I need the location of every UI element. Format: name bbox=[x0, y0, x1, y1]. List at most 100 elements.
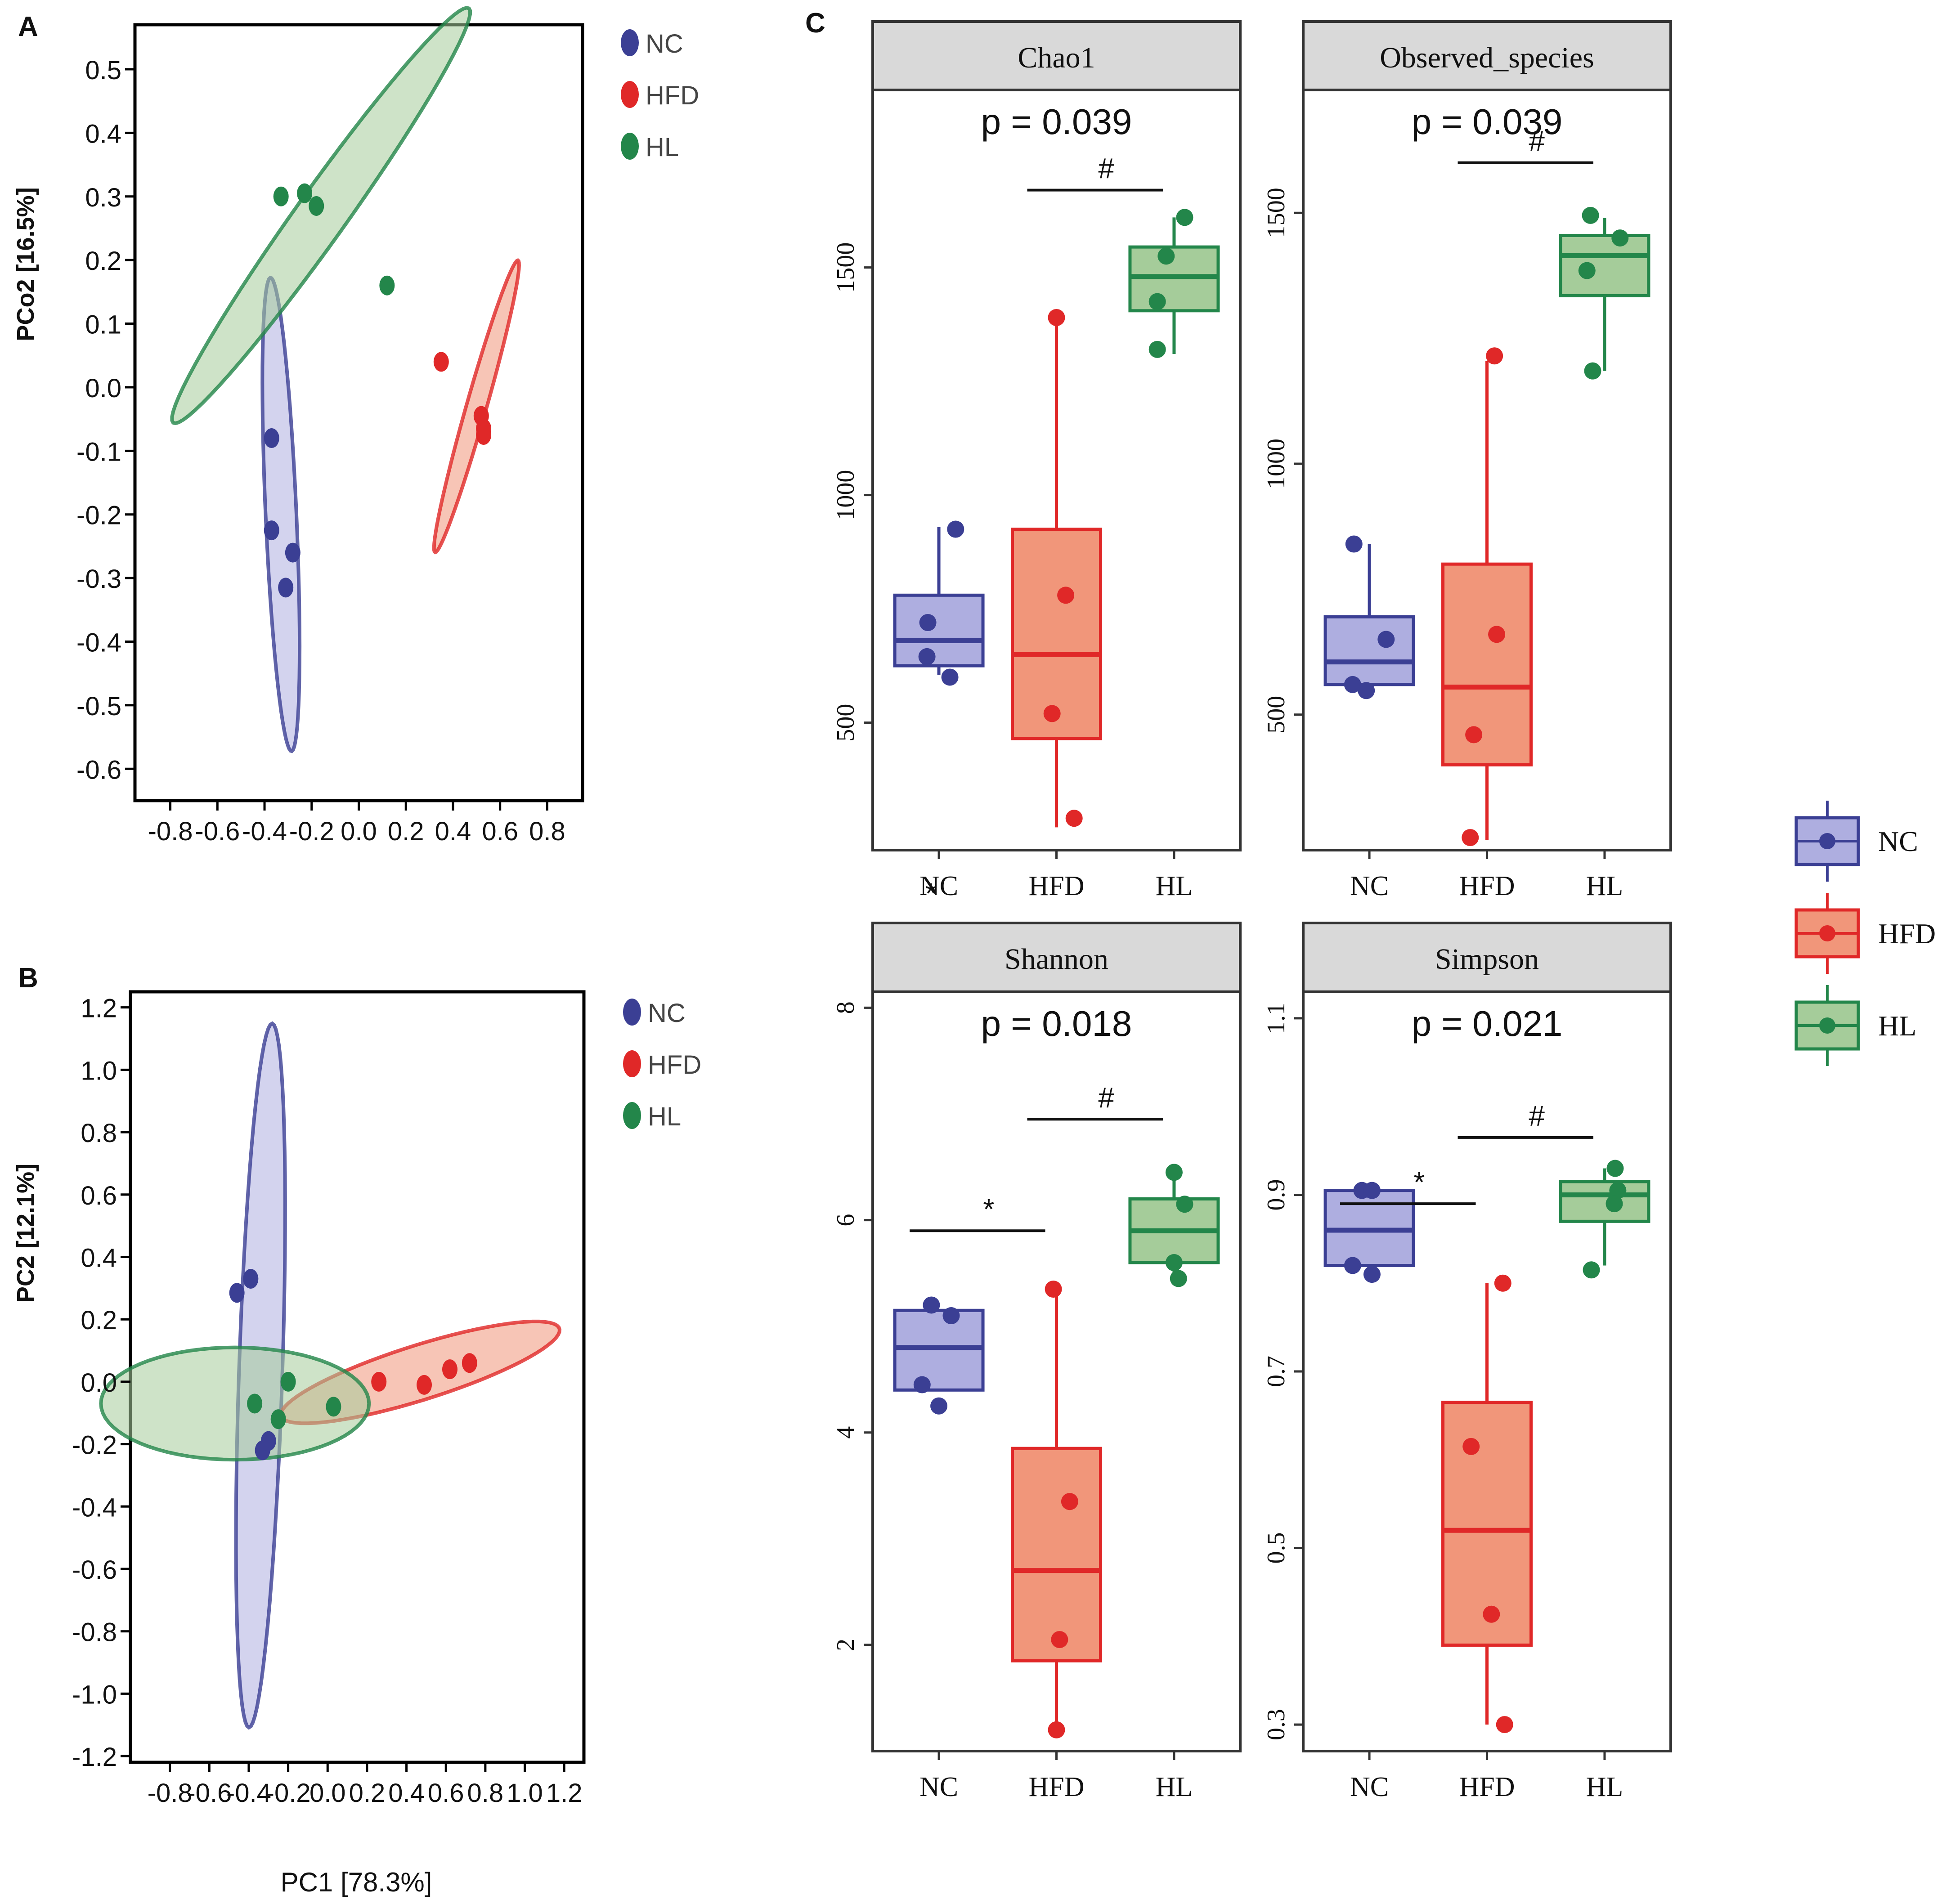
x-tick-label: -0.4 bbox=[242, 817, 287, 846]
significance-label: # bbox=[1098, 1081, 1114, 1114]
data-point-hfd bbox=[1494, 1274, 1511, 1292]
data-point-hl bbox=[273, 186, 289, 206]
data-point-hfd bbox=[417, 1375, 432, 1395]
y-tick-label: 0.5 bbox=[1262, 1532, 1290, 1564]
data-point-hfd bbox=[1483, 1605, 1500, 1623]
x-tick-label: 0.6 bbox=[482, 817, 518, 846]
y-tick-label: 0.5 bbox=[85, 56, 121, 85]
significance-label: * bbox=[983, 1193, 994, 1225]
box-iqr bbox=[1559, 1180, 1650, 1223]
y-tick-label: -0.1 bbox=[76, 437, 121, 466]
data-point-hfd bbox=[1496, 1716, 1513, 1734]
facet-title: Shannon bbox=[1005, 943, 1108, 976]
facet-title: Chao1 bbox=[1018, 41, 1095, 74]
data-point-hfd bbox=[1462, 829, 1479, 847]
confidence-ellipse-hfd bbox=[432, 258, 521, 555]
data-point-hfd bbox=[1488, 626, 1506, 643]
legend-dot bbox=[1819, 833, 1835, 849]
x-tick-label: 0.2 bbox=[349, 1779, 386, 1808]
data-point-hl bbox=[1157, 247, 1175, 265]
x-tick-label: HFD bbox=[1028, 1772, 1084, 1802]
data-point-hl bbox=[1170, 1270, 1187, 1287]
data-point-nc bbox=[1358, 682, 1375, 699]
data-point-hl bbox=[1584, 362, 1601, 380]
p-value: p = 0.021 bbox=[1412, 1004, 1563, 1044]
y-tick-label: -0.6 bbox=[76, 755, 121, 784]
legend-label-hfd: HFD bbox=[648, 1050, 701, 1080]
x-tick-label: 1.0 bbox=[507, 1779, 543, 1808]
x-tick-label: -0.4 bbox=[226, 1779, 271, 1808]
x-tick-label: 0.2 bbox=[388, 817, 424, 846]
data-point-hfd bbox=[476, 425, 492, 445]
legend-key-hfd bbox=[1794, 893, 1860, 974]
box-iqr bbox=[1441, 1401, 1533, 1647]
box-iqr bbox=[1011, 528, 1102, 740]
y-tick-label: 1500 bbox=[832, 242, 860, 293]
data-point-nc bbox=[1377, 631, 1395, 648]
y-tick-label: 1500 bbox=[1262, 188, 1290, 238]
data-point-hl bbox=[1165, 1254, 1183, 1272]
box-hl bbox=[1559, 218, 1650, 371]
y-tick-label: -0.2 bbox=[76, 501, 121, 530]
box-iqr bbox=[1011, 1447, 1102, 1662]
data-point-nc bbox=[1363, 1182, 1381, 1199]
legend-marker-hfd bbox=[623, 1050, 641, 1077]
p-value: p = 0.018 bbox=[981, 1004, 1132, 1044]
y-tick-label: 4 bbox=[832, 1426, 860, 1439]
box-nc bbox=[893, 1308, 985, 1392]
x-tick-label: HFD bbox=[1459, 1772, 1515, 1802]
y-tick-label: 1.0 bbox=[81, 1056, 117, 1085]
box-nc bbox=[893, 527, 985, 675]
data-point-hfd bbox=[1043, 705, 1061, 722]
y-tick-label: 0.9 bbox=[1262, 1179, 1290, 1210]
data-point-hfd bbox=[462, 1353, 477, 1373]
x-tick-label: -0.6 bbox=[195, 817, 240, 846]
box-iqr bbox=[1323, 615, 1415, 686]
data-point-nc bbox=[264, 428, 279, 448]
y-tick-label: 0.3 bbox=[1262, 1709, 1290, 1740]
y-tick-label: 1000 bbox=[1262, 439, 1290, 489]
y-axis-title: PC2 [12.1%] bbox=[12, 1164, 39, 1303]
data-point-nc bbox=[260, 1431, 276, 1451]
y-tick-label: 0.2 bbox=[81, 1306, 117, 1335]
panel-label: B bbox=[18, 963, 38, 994]
x-tick-label: -0.2 bbox=[266, 1779, 311, 1808]
data-point-hl bbox=[1578, 262, 1596, 279]
data-point-hfd bbox=[1048, 309, 1065, 326]
panel-a-pcoa: A 0.5 0.4 0.3 0.2 0.1 0.0 -0.1 -0.2 -0.3 -0.4 -0.5 -… bbox=[12, 6, 699, 846]
data-point-nc bbox=[243, 1269, 259, 1289]
data-point-nc bbox=[264, 520, 279, 541]
x-tick-label: 0.8 bbox=[467, 1779, 504, 1808]
data-point-nc bbox=[919, 614, 937, 632]
legend-key-nc bbox=[1794, 801, 1860, 882]
legend-marker-hfd bbox=[621, 81, 639, 108]
data-point-hl bbox=[1582, 206, 1599, 224]
y-tick-label: 0.0 bbox=[81, 1368, 117, 1398]
box-hfd bbox=[1441, 1283, 1533, 1725]
data-point-hl bbox=[1611, 229, 1629, 247]
confidence-ellipse-nc bbox=[260, 275, 302, 753]
data-point-nc bbox=[1363, 1266, 1381, 1283]
data-point-nc bbox=[278, 578, 294, 598]
data-point-hfd bbox=[371, 1371, 387, 1392]
legend-label-hfd: HFD bbox=[646, 81, 699, 110]
data-point-hfd bbox=[1045, 1281, 1062, 1298]
y-tick-label: 2 bbox=[832, 1639, 860, 1651]
x-tick-label: 0.0 bbox=[309, 1779, 346, 1808]
x-tick-label: -0.8 bbox=[148, 817, 193, 846]
data-point-nc bbox=[229, 1283, 245, 1303]
data-point-hl bbox=[1606, 1160, 1624, 1177]
data-point-hl bbox=[1176, 1196, 1193, 1213]
y-tick-label: 0.1 bbox=[85, 310, 121, 340]
box-hfd bbox=[1011, 317, 1102, 828]
y-tick-label: 6 bbox=[832, 1214, 860, 1227]
p-value: p = 0.039 bbox=[1412, 102, 1563, 142]
x-tick-label: 0.8 bbox=[529, 817, 565, 846]
panel-c-legend: NC HFD HL bbox=[1794, 801, 1936, 1066]
box-hfd bbox=[1441, 361, 1533, 840]
y-tick-label: -1.2 bbox=[72, 1743, 117, 1772]
y-tick-label: 0.3 bbox=[85, 183, 121, 212]
data-point-hl bbox=[1165, 1164, 1183, 1181]
y-tick-label: 0.7 bbox=[1262, 1356, 1290, 1387]
y-tick-label: 500 bbox=[1262, 696, 1290, 734]
